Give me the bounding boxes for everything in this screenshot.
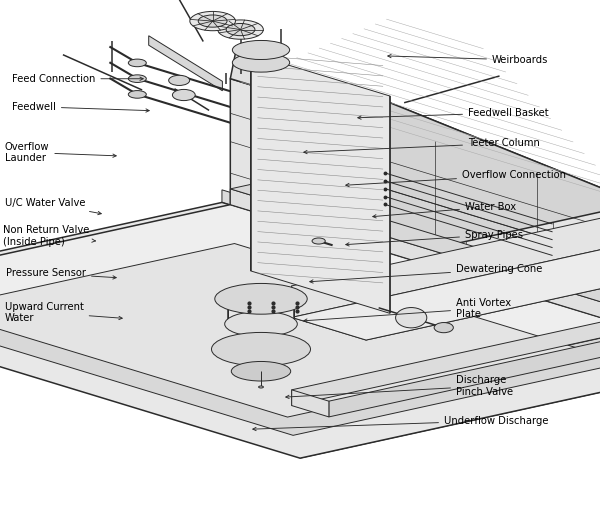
Text: Feed Connection: Feed Connection: [12, 74, 143, 84]
Polygon shape: [230, 182, 600, 313]
Ellipse shape: [434, 323, 454, 333]
Ellipse shape: [218, 20, 263, 39]
Polygon shape: [0, 205, 600, 405]
Ellipse shape: [226, 23, 255, 36]
Text: Non Return Valve
(Inside Pipe): Non Return Valve (Inside Pipe): [3, 226, 95, 247]
Polygon shape: [292, 286, 366, 340]
Ellipse shape: [128, 59, 146, 67]
Polygon shape: [292, 313, 600, 405]
Text: Overflow
Launder: Overflow Launder: [5, 142, 116, 163]
Text: Overflow Connection: Overflow Connection: [346, 170, 566, 186]
Polygon shape: [230, 51, 600, 203]
Ellipse shape: [232, 53, 290, 72]
Text: Feedwell Basket: Feedwell Basket: [358, 108, 548, 119]
Text: Teeter Column: Teeter Column: [304, 138, 540, 154]
Text: Dewatering Cone: Dewatering Cone: [310, 264, 542, 283]
Ellipse shape: [128, 90, 146, 98]
Text: Anti Vortex
Plate: Anti Vortex Plate: [304, 298, 511, 322]
Polygon shape: [292, 390, 329, 417]
Polygon shape: [0, 243, 588, 417]
Ellipse shape: [198, 15, 227, 27]
Text: Weirboards: Weirboards: [388, 54, 548, 65]
Text: Underflow Discharge: Underflow Discharge: [253, 416, 548, 431]
Ellipse shape: [259, 386, 263, 388]
Polygon shape: [222, 190, 600, 361]
Polygon shape: [316, 107, 381, 119]
Polygon shape: [251, 53, 390, 313]
Ellipse shape: [215, 283, 307, 314]
Polygon shape: [230, 79, 600, 329]
Polygon shape: [228, 299, 294, 324]
Text: Feedwell: Feedwell: [12, 102, 149, 112]
Polygon shape: [300, 348, 600, 458]
Polygon shape: [366, 232, 600, 340]
Polygon shape: [0, 225, 600, 435]
Ellipse shape: [212, 332, 311, 366]
Text: U/C Water Valve: U/C Water Valve: [5, 198, 101, 215]
Text: Pressure Sensor: Pressure Sensor: [6, 268, 116, 279]
Ellipse shape: [190, 11, 235, 30]
Ellipse shape: [232, 41, 290, 59]
Text: Upward Current
Water: Upward Current Water: [5, 302, 122, 323]
Polygon shape: [0, 202, 600, 458]
Ellipse shape: [232, 362, 290, 381]
Ellipse shape: [172, 89, 195, 101]
Polygon shape: [149, 36, 223, 91]
Polygon shape: [292, 203, 600, 405]
Ellipse shape: [128, 75, 146, 82]
Ellipse shape: [224, 311, 298, 337]
Polygon shape: [292, 210, 600, 318]
Ellipse shape: [312, 238, 325, 244]
Text: Discharge
Pinch Valve: Discharge Pinch Valve: [286, 375, 513, 399]
Text: Water Box: Water Box: [373, 202, 516, 218]
Ellipse shape: [169, 75, 190, 85]
Polygon shape: [230, 189, 600, 329]
Ellipse shape: [395, 307, 427, 328]
Polygon shape: [286, 82, 600, 279]
Text: Spray Pipes: Spray Pipes: [346, 230, 523, 246]
Polygon shape: [329, 325, 600, 417]
Polygon shape: [292, 241, 600, 340]
